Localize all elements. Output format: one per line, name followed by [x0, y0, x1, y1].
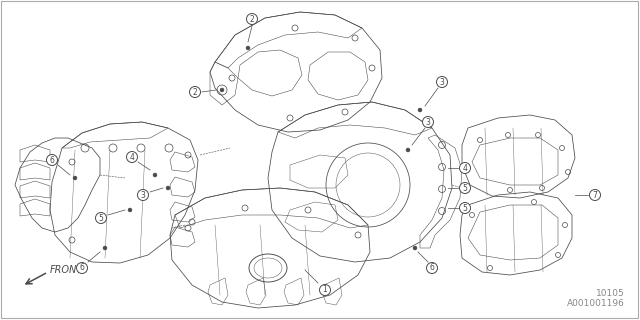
Text: 5: 5 [463, 183, 467, 193]
Text: 6: 6 [49, 156, 54, 164]
Circle shape [95, 212, 106, 223]
Circle shape [426, 262, 438, 274]
Text: 4: 4 [463, 164, 467, 172]
Circle shape [418, 108, 422, 112]
Circle shape [460, 163, 470, 173]
Circle shape [422, 116, 433, 127]
Circle shape [138, 189, 148, 201]
Text: 6: 6 [79, 263, 84, 273]
Circle shape [220, 88, 224, 92]
Circle shape [436, 76, 447, 87]
Text: 5: 5 [463, 204, 467, 212]
Circle shape [153, 173, 157, 177]
Circle shape [246, 46, 250, 50]
Circle shape [127, 151, 138, 163]
Circle shape [47, 155, 58, 165]
Circle shape [589, 189, 600, 201]
Text: 6: 6 [429, 263, 435, 273]
Text: 3: 3 [141, 190, 145, 199]
Text: 2: 2 [193, 87, 197, 97]
Circle shape [319, 284, 330, 295]
Text: 7: 7 [593, 190, 597, 199]
Circle shape [73, 176, 77, 180]
Text: 3: 3 [440, 77, 444, 86]
Circle shape [103, 246, 107, 250]
Text: A001001196: A001001196 [567, 299, 625, 308]
Text: 3: 3 [426, 117, 431, 126]
Text: 10105: 10105 [596, 289, 625, 298]
Text: 5: 5 [99, 213, 104, 222]
Text: 2: 2 [250, 14, 254, 23]
Circle shape [128, 208, 132, 212]
Circle shape [189, 86, 200, 98]
Text: FRONT: FRONT [50, 265, 83, 275]
Text: 4: 4 [129, 153, 134, 162]
Circle shape [406, 148, 410, 152]
Circle shape [246, 13, 257, 25]
Circle shape [77, 262, 88, 274]
Text: 1: 1 [323, 285, 328, 294]
Circle shape [166, 186, 170, 190]
Circle shape [460, 182, 470, 194]
Circle shape [413, 246, 417, 250]
Circle shape [460, 203, 470, 213]
